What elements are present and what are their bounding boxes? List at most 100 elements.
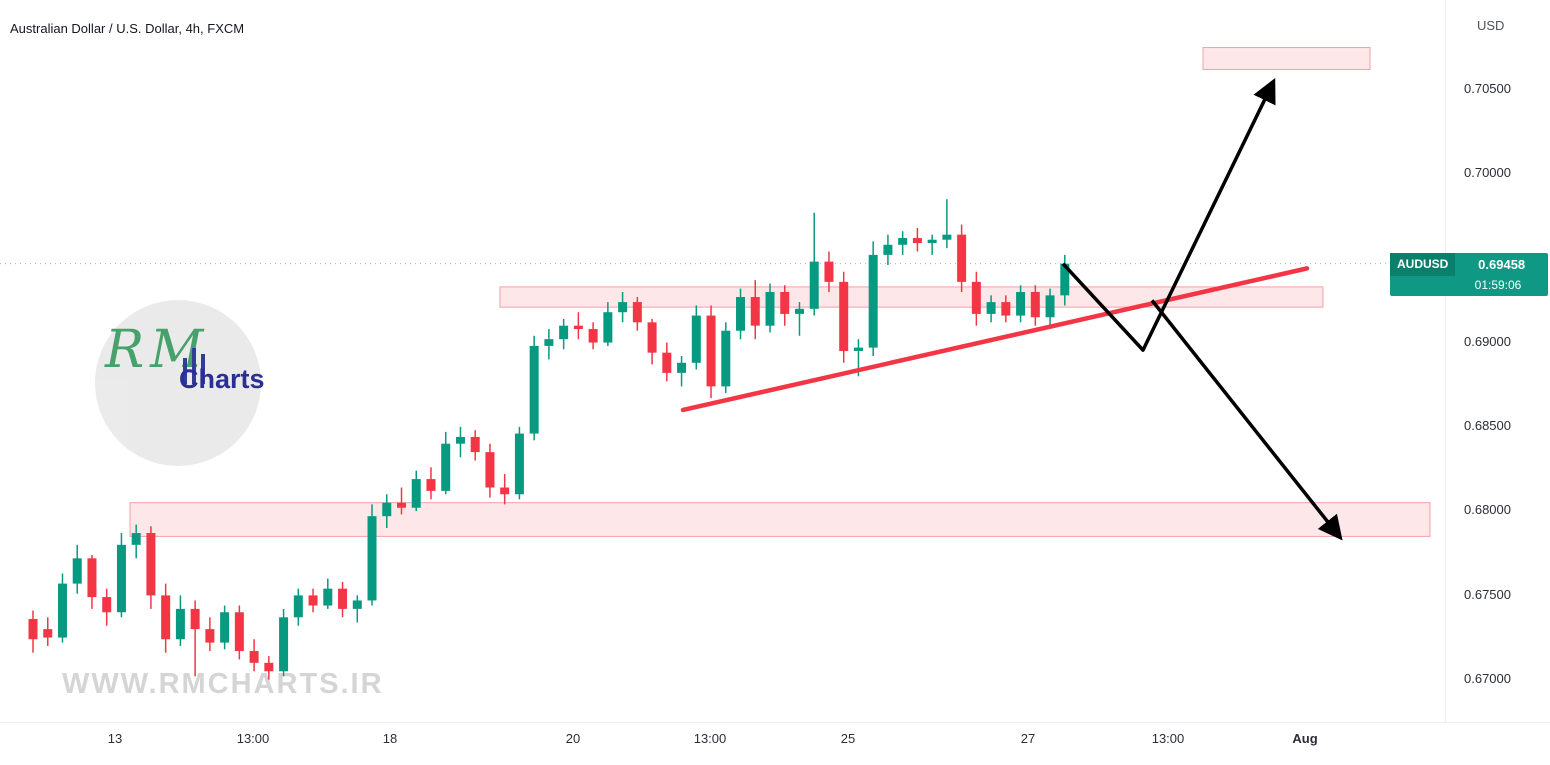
support-demand-zone[interactable] <box>129 502 1431 537</box>
candle-body <box>573 325 583 330</box>
price-tick-label: 0.69000 <box>1464 333 1511 349</box>
symbol-title[interactable]: Australian Dollar / U.S. Dollar, 4h, FXC… <box>10 21 245 36</box>
candle-body <box>677 362 687 373</box>
candle-body <box>898 238 908 245</box>
candle-body <box>293 595 303 618</box>
candle-body <box>234 612 244 652</box>
candle-body <box>161 595 171 640</box>
candle-body <box>529 345 539 434</box>
candle-body <box>750 297 760 326</box>
candle-body <box>220 612 230 643</box>
time-scale[interactable]: 13 13:00 18 20 13:00 25 27 13:00 Aug <box>0 722 1550 765</box>
time-tick-label: 13 <box>107 731 123 746</box>
time-tick-label: 20 <box>565 731 581 746</box>
bullish-projection-arrow[interactable] <box>1061 78 1276 352</box>
candle-body <box>721 330 731 387</box>
candle-body <box>927 239 937 244</box>
candle-body <box>323 588 333 606</box>
price-tick-label: 0.70000 <box>1464 165 1511 181</box>
candle-body <box>853 347 863 351</box>
candle-body <box>809 261 819 309</box>
resistance-zone[interactable] <box>499 286 1324 308</box>
time-tick-label: 18 <box>382 731 398 746</box>
candle-body <box>603 312 613 343</box>
candle-body <box>559 325 569 340</box>
candle-body <box>455 436 465 444</box>
rmcharts-logo: RM Charts <box>95 300 265 466</box>
candle-body <box>1060 263 1070 296</box>
candle-body <box>470 436 480 453</box>
ascending-trendline[interactable] <box>680 266 1310 413</box>
candle-body <box>28 619 38 640</box>
time-tick-label: Aug <box>1292 731 1318 746</box>
candle-body <box>588 329 598 343</box>
candle-body <box>57 583 67 638</box>
candle-body <box>441 443 451 491</box>
candle-body <box>765 291 775 326</box>
candle-body <box>971 281 981 314</box>
candle-body <box>116 544 126 613</box>
logo-bars-icon <box>183 348 205 384</box>
candle-body <box>43 629 53 638</box>
price-tick-label: 0.67000 <box>1464 671 1511 686</box>
candle-body <box>485 452 495 488</box>
candle-body <box>912 238 922 244</box>
candle-body <box>249 651 259 663</box>
badge-symbol: AUDUSD <box>1390 252 1456 276</box>
price-tick-label: 0.68500 <box>1464 418 1511 434</box>
candle-body <box>72 558 82 584</box>
badge-countdown: 01:59:06 <box>1474 277 1522 292</box>
price-tick-label: 0.70500 <box>1464 81 1511 96</box>
logo-charts-text: Charts <box>179 364 265 394</box>
current-price-badge[interactable]: AUDUSD 0.69458 01:59:06 <box>1390 252 1548 296</box>
candle-body <box>102 597 112 613</box>
candle-body <box>279 617 289 672</box>
candle-body <box>986 302 996 314</box>
candle-body <box>868 254 878 348</box>
candle-body <box>618 302 628 313</box>
candle-body <box>1001 302 1011 316</box>
candle-body <box>883 244 893 255</box>
candle-body <box>544 339 554 346</box>
candle-body <box>205 629 215 643</box>
candle-body <box>500 487 510 495</box>
candle-body <box>706 315 716 387</box>
candle-body <box>352 600 362 609</box>
candle-body <box>839 281 849 351</box>
candle-body <box>338 588 348 609</box>
candle-body <box>794 308 804 314</box>
candle-body <box>957 234 967 282</box>
target-supply-zone[interactable] <box>1202 47 1371 70</box>
candle-body <box>264 662 274 672</box>
candle-body <box>190 608 200 630</box>
badge-price: 0.69458 <box>1478 256 1526 272</box>
candle-body <box>1045 295 1055 318</box>
time-tick-label: 13:00 <box>1151 731 1185 746</box>
candle-body <box>146 533 156 596</box>
candle-body <box>662 352 672 373</box>
candle-body <box>397 502 406 508</box>
candle-body <box>632 302 642 323</box>
time-tick-label: 25 <box>840 731 856 746</box>
price-scale[interactable]: 0.705000.700000.695000.690000.685000.680… <box>1445 0 1550 722</box>
candle-body <box>175 608 185 640</box>
time-tick-label: 27 <box>1020 731 1036 746</box>
candle-body <box>87 558 97 598</box>
candle-body <box>308 595 318 606</box>
time-tick-label: 13:00 <box>236 731 270 746</box>
candle-body <box>411 479 421 508</box>
candle-body <box>942 234 952 240</box>
site-watermark: WWW.RMCHARTS.IR <box>62 668 384 700</box>
candle-body <box>780 291 790 314</box>
price-tick-label: 0.67500 <box>1464 586 1511 602</box>
candle-body <box>736 297 746 331</box>
candle-body <box>367 516 377 601</box>
bearish-projection-arrow[interactable] <box>1150 299 1343 541</box>
price-scale-currency: USD <box>1477 18 1505 33</box>
candle-body <box>824 261 834 282</box>
candle-body <box>514 433 524 495</box>
candle-body <box>691 315 701 363</box>
candle-body <box>647 322 657 353</box>
